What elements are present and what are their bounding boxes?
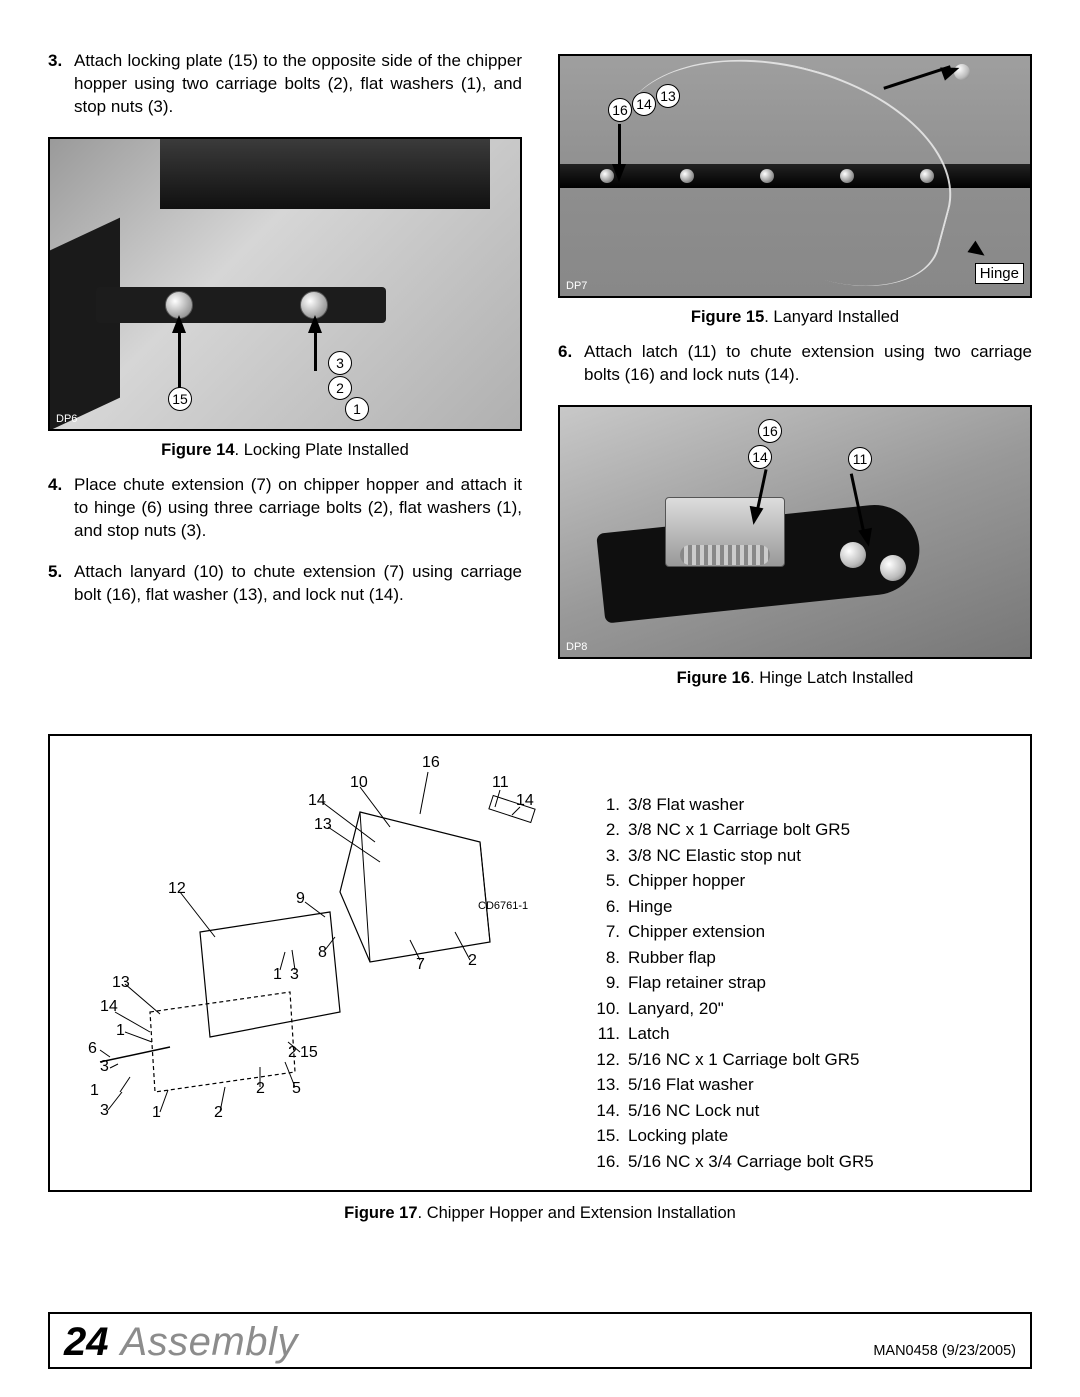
figure-17-box: 16 10 14 13 11 14 12 9 8 7 2 1 3 13 14 1… — [48, 734, 1032, 1193]
figure-17-caption: Figure 17. Chipper Hopper and Extension … — [48, 1204, 1032, 1223]
page-content: 3. Attach locking plate (15) to the oppo… — [0, 0, 1080, 1223]
section-title: Assembly — [121, 1320, 298, 1365]
dl-5: 5 — [292, 1080, 301, 1098]
figure-16-desc: . Hinge Latch Installed — [750, 669, 913, 687]
page-number: 24 — [64, 1320, 109, 1365]
annot-1: 1 — [345, 397, 369, 421]
dl-8: 8 — [318, 944, 327, 962]
dl-1a: 1 — [273, 966, 282, 984]
annot-13: 13 — [656, 84, 680, 108]
right-column: 16 14 13 Hinge DP7 Figure 15. Lanyard In… — [558, 50, 1032, 702]
dl-13a: 13 — [314, 816, 332, 834]
annot-16b: 16 — [758, 419, 782, 443]
step-number: 5. — [48, 561, 74, 607]
dl-1b: 1 — [116, 1022, 125, 1040]
dl-11: 11 — [492, 774, 509, 792]
step-number: 3. — [48, 50, 74, 119]
dl-16: 16 — [422, 754, 440, 772]
step-6: 6. Attach latch (11) to chute extension … — [558, 341, 1032, 387]
figure-14-frame: 3 2 1 15 DP6 — [48, 137, 522, 431]
annot-15: 15 — [168, 387, 192, 411]
figure-16-label: Figure 16 — [677, 669, 750, 687]
dp6-label: DP6 — [56, 413, 77, 425]
dl-9: 9 — [296, 890, 305, 908]
figure-15-label: Figure 15 — [691, 308, 764, 326]
dl-2b: 2 — [288, 1044, 297, 1062]
dl-2d: 2 — [214, 1104, 223, 1122]
step-number: 4. — [48, 474, 74, 543]
annot-14: 14 — [632, 92, 656, 116]
figure-15-frame: 16 14 13 Hinge DP7 — [558, 54, 1032, 298]
page-footer: 24 Assembly MAN0458 (9/23/2005) — [48, 1312, 1032, 1369]
exploded-diagram: 16 10 14 13 11 14 12 9 8 7 2 1 3 13 14 1… — [60, 752, 570, 1122]
dp8-label: DP8 — [566, 641, 587, 653]
dl-6: 6 — [88, 1040, 97, 1058]
dl-14b: 14 — [516, 792, 534, 810]
annot-3: 3 — [328, 351, 352, 375]
step-text: Attach latch (11) to chute extension usi… — [584, 341, 1032, 387]
hinge-label: Hinge — [975, 263, 1024, 284]
dl-1c: 1 — [90, 1082, 99, 1100]
step-text: Place chute extension (7) on chipper hop… — [74, 474, 522, 543]
figure-16-frame: 16 14 11 DP8 — [558, 405, 1032, 659]
cd-label: CD6761-1 — [478, 900, 528, 912]
dl-15: 15 — [300, 1044, 318, 1062]
annot-16: 16 — [608, 98, 632, 122]
step-3: 3. Attach locking plate (15) to the oppo… — [48, 50, 522, 119]
dl-13b: 13 — [112, 974, 130, 992]
parts-list: 1.3/8 Flat washer 2.3/8 NC x 1 Carriage … — [570, 752, 1010, 1175]
annot-14b: 14 — [748, 445, 772, 469]
figure-16-image: 16 14 11 DP8 — [560, 407, 1030, 657]
dl-7: 7 — [416, 956, 425, 974]
annot-11: 11 — [848, 447, 872, 471]
dl-2c: 2 — [256, 1080, 265, 1098]
figure-14-caption: Figure 14. Locking Plate Installed — [48, 441, 522, 460]
dl-14c: 14 — [100, 998, 118, 1016]
dl-10: 10 — [350, 774, 368, 792]
figure-17-label: Figure 17 — [344, 1204, 417, 1222]
figure-17-desc: . Chipper Hopper and Extension Installat… — [418, 1204, 736, 1222]
figure-16-caption: Figure 16. Hinge Latch Installed — [558, 669, 1032, 688]
figure-14-image: 3 2 1 15 DP6 — [50, 139, 520, 429]
step-text: Attach lanyard (10) to chute extension (… — [74, 561, 522, 607]
dl-2a: 2 — [468, 952, 477, 970]
dl-3a: 3 — [290, 966, 299, 984]
step-5: 5. Attach lanyard (10) to chute extensio… — [48, 561, 522, 607]
manual-id: MAN0458 (9/23/2005) — [873, 1343, 1016, 1359]
annot-2: 2 — [328, 376, 352, 400]
figure-14-label: Figure 14 — [161, 441, 234, 459]
dp7-label: DP7 — [566, 280, 587, 292]
step-number: 6. — [558, 341, 584, 387]
step-text: Attach locking plate (15) to the opposit… — [74, 50, 522, 119]
dl-14a: 14 — [308, 792, 326, 810]
figure-14-desc: . Locking Plate Installed — [235, 441, 409, 459]
figure-15-desc: . Lanyard Installed — [764, 308, 899, 326]
figure-15-caption: Figure 15. Lanyard Installed — [558, 308, 1032, 327]
dl-3b: 3 — [100, 1058, 109, 1076]
step-4: 4. Place chute extension (7) on chipper … — [48, 474, 522, 543]
left-column: 3. Attach locking plate (15) to the oppo… — [48, 50, 522, 702]
dl-1d: 1 — [152, 1104, 161, 1122]
dl-3c: 3 — [100, 1102, 109, 1120]
two-column-layout: 3. Attach locking plate (15) to the oppo… — [48, 50, 1032, 702]
dl-12: 12 — [168, 880, 186, 898]
figure-15-image: 16 14 13 Hinge DP7 — [560, 56, 1030, 296]
